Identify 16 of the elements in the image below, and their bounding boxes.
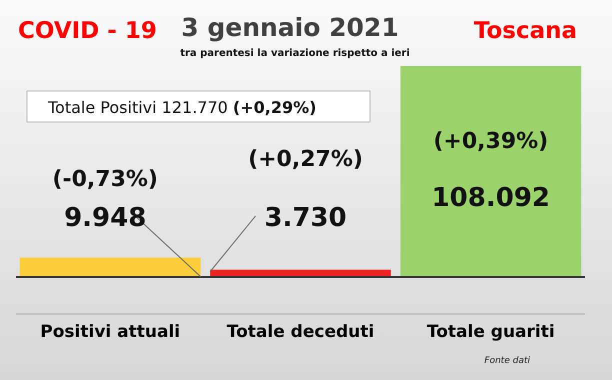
annotation: (+0,27%)	[248, 147, 363, 172]
text: Toscana	[474, 18, 577, 44]
annotation: (+0,39%)	[433, 129, 548, 154]
chart-title: 3 gennaio 2021	[181, 13, 399, 42]
chart-subtitle: tra parentesi la variazione rispetto a ieri	[180, 48, 410, 59]
data-label: 108.092	[432, 183, 550, 213]
annotation: (-0,73%)	[52, 167, 158, 192]
annotation: Totale Positivi 121.770 (+0,29%)	[47, 98, 316, 117]
data-label: 3.730	[264, 203, 347, 233]
source-note: Fonte dati	[484, 356, 530, 366]
x-tick-label: Totale deceduti	[226, 322, 374, 342]
x-tick-label: Positivi attuali	[40, 322, 180, 342]
data-label: 9.948	[64, 203, 146, 233]
text: COVID - 19	[18, 18, 157, 44]
x-tick-label: Totale guariti	[426, 322, 555, 342]
summary-box: Totale Positivi 121.770 (+0,29%)	[26, 90, 370, 122]
